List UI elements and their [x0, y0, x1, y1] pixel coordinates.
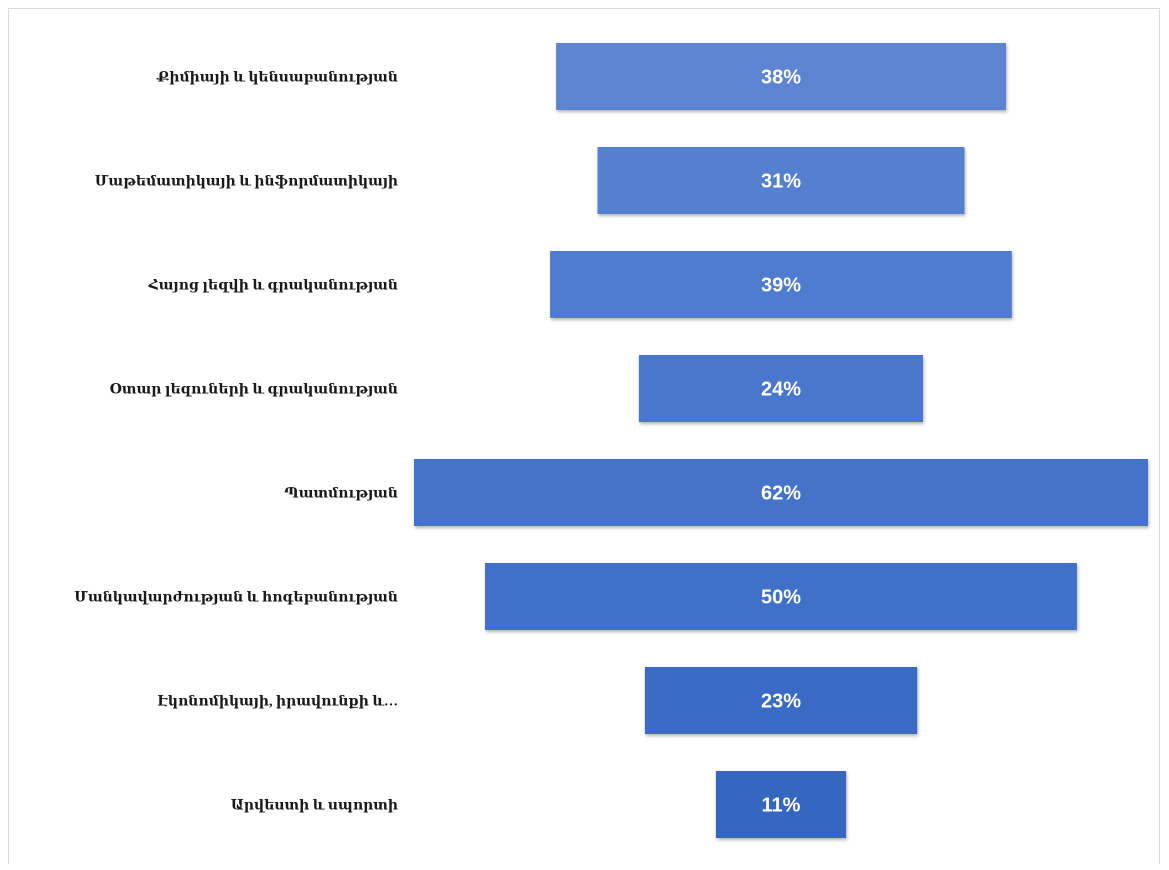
category-label: Պատմության — [284, 487, 398, 502]
bar-value-label: 50% — [761, 587, 801, 609]
category-label: Մանկավարժության և հոգեբանության — [74, 591, 398, 606]
bar-value-label: 31% — [761, 171, 801, 193]
bar-value-label: 38% — [761, 67, 801, 89]
bar-6 — [644, 667, 918, 734]
bars-layer: 38% Քիմիայի և կենսաբանության 31% Մաթեմատիկա… — [74, 43, 1148, 838]
bar-value-label: 39% — [761, 275, 801, 297]
bar-5 — [485, 563, 1077, 630]
category-label: Մաթեմատիկայի և ինֆորմատիկայի — [95, 175, 398, 190]
category-label: Էկոնոմիկայի, իրավունքի և… — [157, 695, 398, 710]
bar-0 — [556, 43, 1006, 110]
bar-value-label: 62% — [761, 483, 801, 505]
bar-2 — [550, 251, 1012, 318]
category-label: Արվեստի և սպորտի — [231, 799, 398, 814]
category-label: Քիմիայի և կենսաբանության — [155, 71, 398, 86]
chart-frame — [8, 8, 1160, 864]
bar-3 — [638, 355, 923, 422]
bar-value-label: 23% — [761, 691, 801, 713]
bar-7 — [715, 771, 847, 838]
bar-value-label: 11% — [762, 795, 801, 817]
category-label: Օտար լեզուների և գրականության — [110, 383, 398, 398]
bar-4 — [414, 459, 1148, 526]
bar-value-label: 24% — [761, 379, 801, 401]
bar-1 — [597, 147, 965, 214]
category-label: Հայոց լեզվի և գրականության — [147, 279, 398, 294]
